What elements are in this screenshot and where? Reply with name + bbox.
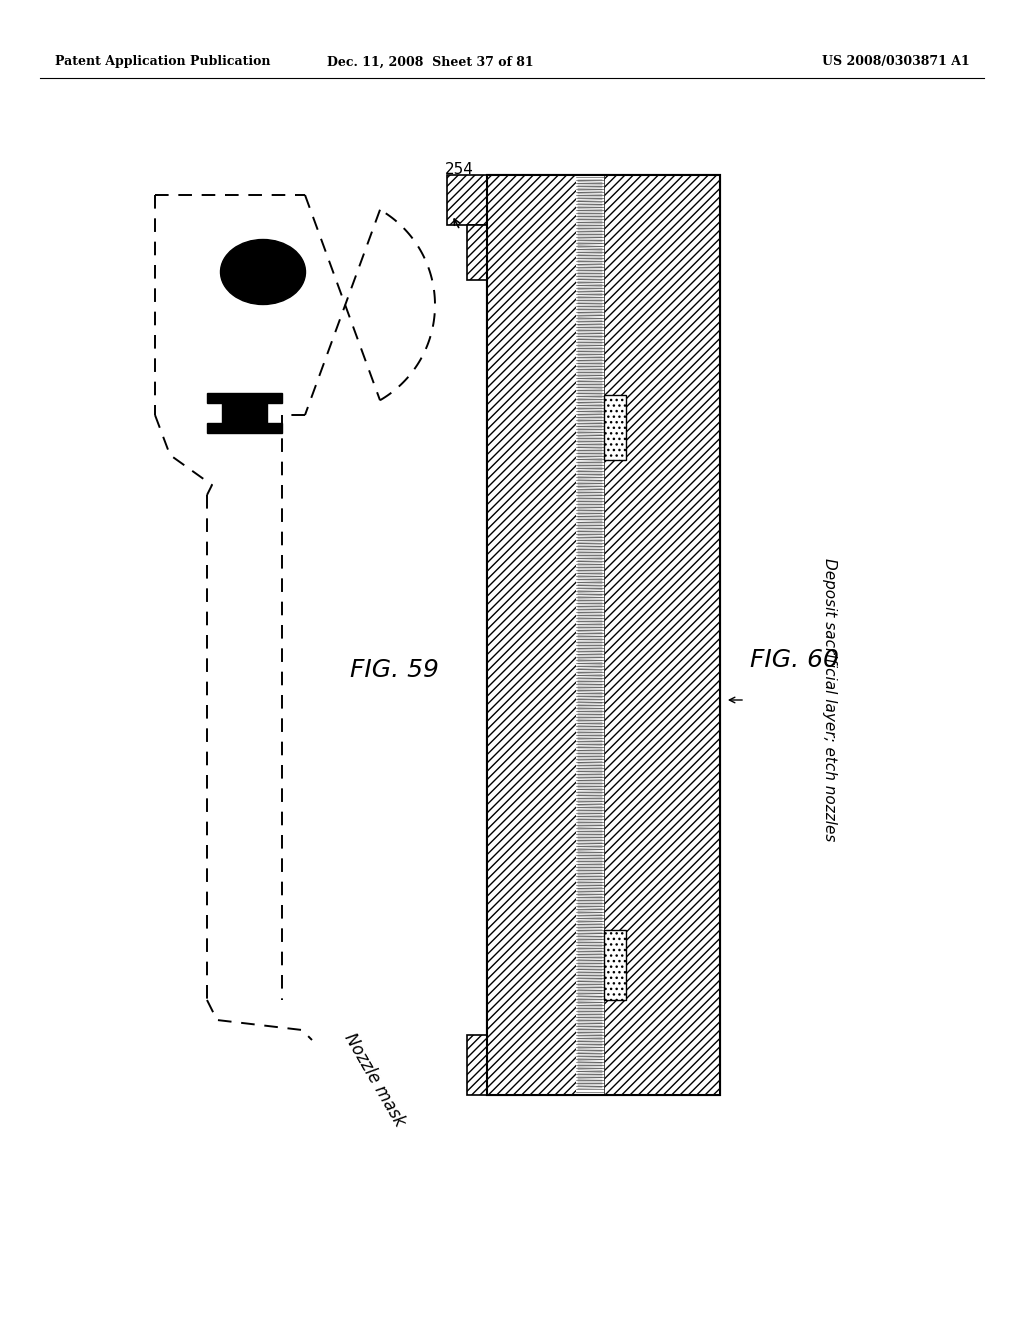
Bar [604, 395, 626, 459]
Bar [207, 393, 282, 403]
Bar [487, 176, 720, 1096]
Bar [467, 1035, 487, 1096]
Bar [604, 931, 626, 1001]
Bar [487, 176, 720, 1096]
Text: FIG. 59: FIG. 59 [350, 657, 439, 682]
Text: Nozzle mask: Nozzle mask [341, 1030, 409, 1130]
Bar [207, 422, 282, 433]
Text: 254: 254 [445, 162, 474, 177]
Text: Dec. 11, 2008  Sheet 37 of 81: Dec. 11, 2008 Sheet 37 of 81 [327, 55, 534, 69]
Text: Deposit sacrificial layer; etch nozzles: Deposit sacrificial layer; etch nozzles [822, 558, 838, 842]
Text: FIG. 60: FIG. 60 [750, 648, 839, 672]
Ellipse shape [220, 239, 305, 305]
Bar [447, 176, 487, 224]
Text: US 2008/0303871 A1: US 2008/0303871 A1 [822, 55, 970, 69]
Text: Patent Application Publication: Patent Application Publication [55, 55, 270, 69]
Bar [487, 176, 575, 1096]
Bar [604, 176, 720, 1096]
Bar [222, 403, 267, 422]
Bar [467, 224, 487, 280]
Bar [575, 176, 604, 1096]
